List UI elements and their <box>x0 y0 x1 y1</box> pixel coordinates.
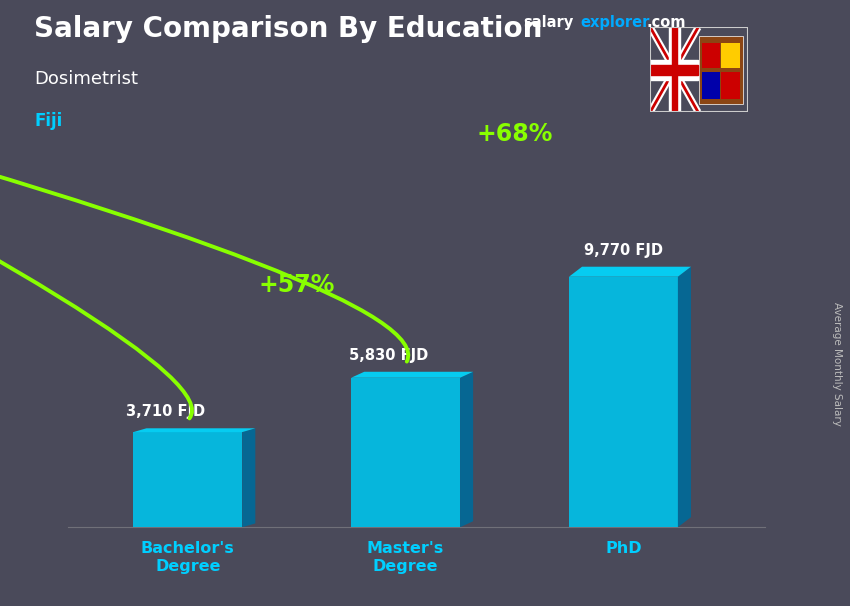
Text: Fiji: Fiji <box>34 112 62 130</box>
Text: +68%: +68% <box>476 122 552 146</box>
Bar <box>650 59 698 80</box>
Text: explorer: explorer <box>581 15 650 30</box>
Bar <box>650 65 698 75</box>
Text: Average Monthly Salary: Average Monthly Salary <box>832 302 842 425</box>
Polygon shape <box>677 267 691 527</box>
Text: Salary Comparison By Education: Salary Comparison By Education <box>34 15 542 43</box>
Polygon shape <box>569 277 677 527</box>
Text: salary: salary <box>523 15 573 30</box>
Text: 5,830 FJD: 5,830 FJD <box>348 348 428 363</box>
Polygon shape <box>351 378 460 527</box>
Text: .com: .com <box>646 15 685 30</box>
Bar <box>701 42 720 68</box>
Bar <box>669 27 680 112</box>
Bar <box>699 36 743 104</box>
Polygon shape <box>460 371 473 527</box>
Bar <box>701 72 720 99</box>
Polygon shape <box>569 267 691 277</box>
Text: Dosimetrist: Dosimetrist <box>34 70 138 88</box>
Text: 3,710 FJD: 3,710 FJD <box>127 404 206 419</box>
Bar <box>672 27 677 112</box>
Bar <box>721 72 740 99</box>
Text: +57%: +57% <box>258 273 335 297</box>
Text: 9,770 FJD: 9,770 FJD <box>584 243 663 258</box>
Bar <box>721 42 740 68</box>
Polygon shape <box>351 371 473 378</box>
Polygon shape <box>242 428 255 527</box>
Polygon shape <box>133 432 242 527</box>
Polygon shape <box>133 428 255 432</box>
